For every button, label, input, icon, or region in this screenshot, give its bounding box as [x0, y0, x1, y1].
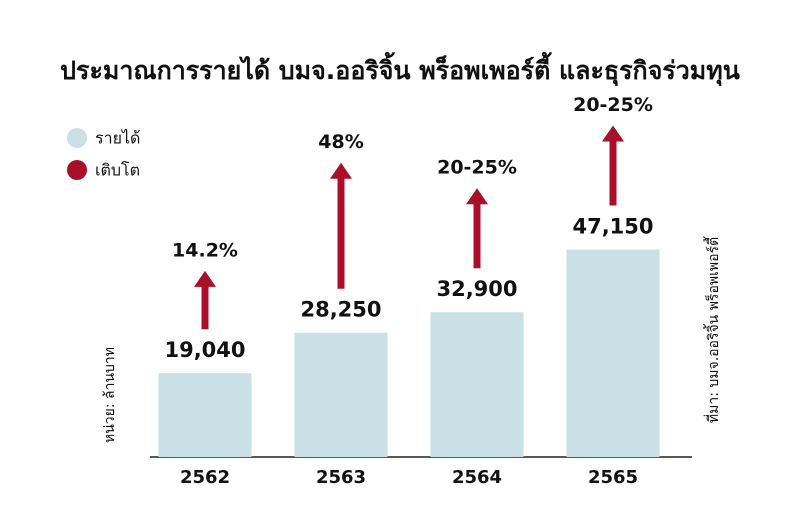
value-label: 28,250 — [300, 298, 381, 322]
bar — [566, 249, 660, 457]
bar — [430, 312, 524, 457]
value-label: 32,900 — [436, 277, 517, 301]
value-label: 19,040 — [164, 338, 245, 362]
x-tick-label: 2565 — [588, 467, 638, 488]
chart-title: ประมาณการรายได้ บมจ.ออริจิ้น พร็อพเพอร์ต… — [60, 51, 740, 87]
legend-swatch — [67, 128, 87, 148]
growth-arrow-head — [466, 188, 488, 205]
growth-label: 20-25% — [437, 157, 517, 179]
legend-label: รายได้ — [95, 129, 140, 148]
unit-label: หน่วย: ล้านบาท — [102, 347, 118, 443]
value-label: 47,150 — [572, 215, 653, 239]
growth-arrow-head — [330, 162, 352, 179]
x-tick-label: 2562 — [180, 467, 230, 488]
legend-label: เติบโต — [95, 161, 140, 180]
growth-arrow-head — [602, 125, 624, 142]
x-tick-label: 2563 — [316, 467, 366, 488]
source-label: ที่มา: บมจ.ออริจิ้น พร็อพเพอร์ตี้ — [703, 236, 722, 423]
bar — [294, 332, 388, 457]
growth-label: 20-25% — [573, 94, 653, 116]
growth-label: 48% — [318, 131, 363, 153]
growth-arrow-head — [194, 270, 216, 287]
growth-label: 14.2% — [172, 239, 238, 261]
legend-swatch — [67, 160, 87, 180]
x-tick-label: 2564 — [452, 467, 502, 488]
bar — [158, 373, 252, 457]
